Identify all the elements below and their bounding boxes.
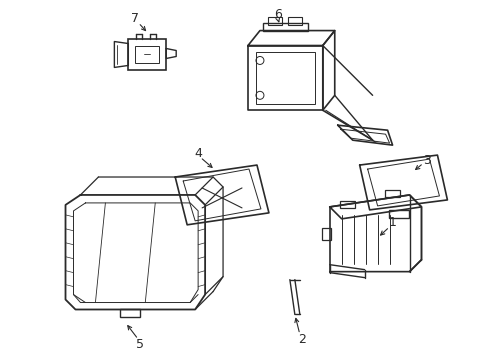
Bar <box>388 210 407 218</box>
Text: 1: 1 <box>388 216 396 229</box>
Text: 5: 5 <box>136 338 144 351</box>
Bar <box>135 45 159 63</box>
Bar <box>255 53 314 104</box>
Bar <box>339 201 354 208</box>
Text: 6: 6 <box>273 8 281 21</box>
Bar <box>267 17 281 24</box>
Bar <box>263 23 307 31</box>
Bar <box>384 190 399 197</box>
Text: 3: 3 <box>423 154 430 167</box>
Text: 7: 7 <box>131 12 139 25</box>
Bar <box>120 310 140 318</box>
Bar <box>287 17 301 24</box>
Text: 2: 2 <box>297 333 305 346</box>
Bar <box>321 228 330 240</box>
Text: 4: 4 <box>194 147 202 159</box>
Bar <box>128 39 166 71</box>
